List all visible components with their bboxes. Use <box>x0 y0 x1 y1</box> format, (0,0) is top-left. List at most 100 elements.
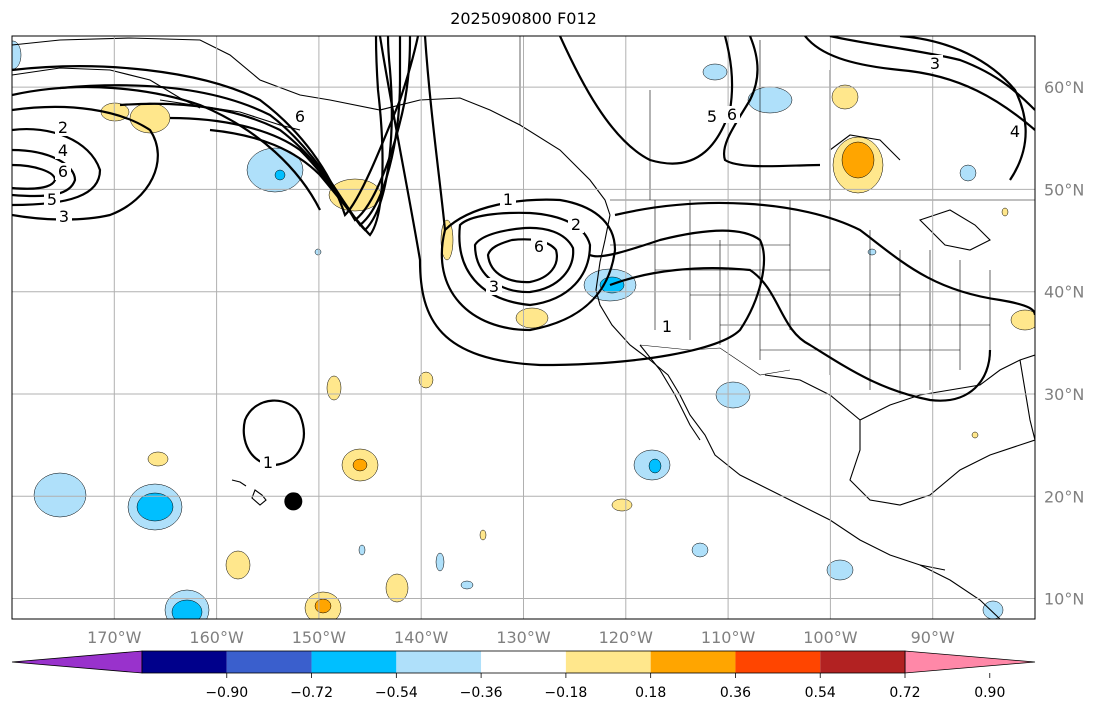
gridlines <box>12 36 1035 619</box>
colorbar-segment <box>142 651 227 673</box>
colorbar-segment <box>820 651 905 673</box>
location-marker <box>284 492 303 511</box>
colorbar-segment <box>735 651 821 673</box>
contour-label-bg <box>659 318 675 335</box>
contour-label: 4 <box>1010 122 1020 141</box>
anomaly-patch <box>826 559 854 581</box>
contour-15 <box>486 238 558 284</box>
lat-tick-label: 20°N <box>1044 487 1084 506</box>
lon-tick-label: 110°W <box>701 628 756 647</box>
contour-label: 6 <box>295 107 305 126</box>
lon-tick-label: 130°W <box>496 628 551 647</box>
colorbar-tick-label: −0.36 <box>460 685 503 701</box>
anomaly-patch <box>136 492 174 522</box>
us-mexico-border <box>639 344 791 376</box>
contour-23 <box>242 399 305 467</box>
contour-label: 3 <box>59 207 69 226</box>
contours <box>12 36 1035 467</box>
contour-label-bg <box>55 142 71 159</box>
colorbar-segment <box>311 651 397 673</box>
hudson-bay <box>829 134 901 161</box>
contour-label-bg <box>486 278 502 295</box>
contour-label: 5 <box>47 190 57 209</box>
colorbar-max-extend <box>904 650 1036 674</box>
contour-label: 3 <box>489 277 499 296</box>
contour-label: 1 <box>662 317 672 336</box>
colorbar-segment <box>481 651 566 673</box>
lat-tick-label: 50°N <box>1044 180 1084 199</box>
colorbar-tick-label: −0.90 <box>205 685 248 701</box>
contour-label: 4 <box>58 141 68 160</box>
lat-tick-label: 10°N <box>1044 590 1084 609</box>
colorbar-segment <box>650 651 736 673</box>
contour-label: 6 <box>58 162 68 181</box>
contour-label-bg <box>568 216 584 233</box>
anomaly-patch <box>246 147 304 193</box>
contour-18 <box>804 36 1035 131</box>
anomaly-patch <box>691 542 709 558</box>
map-title: 2025090800 F012 <box>450 9 597 28</box>
lon-tick-label: 150°W <box>292 628 347 647</box>
colorbar-tick-label: 0.18 <box>635 685 666 701</box>
anomaly-patch <box>326 375 342 401</box>
gulf-north-coast <box>859 354 1035 421</box>
colorbar-tick-label: 0.36 <box>720 685 751 701</box>
contour-17 <box>722 36 821 168</box>
colorbar: −0.90 −0.72 −0.54 −0.36 −0.18 0.18 0.36 0.54 0.7… <box>11 650 1036 701</box>
anomaly-patch <box>867 248 877 256</box>
central-america <box>919 564 1001 619</box>
contour-20 <box>899 36 1027 181</box>
anomaly-patch <box>385 573 409 603</box>
anomaly-patch <box>1010 309 1035 331</box>
colorbar-segment <box>565 651 651 673</box>
contour-label-bg <box>56 208 72 225</box>
anomaly-patch <box>479 529 487 541</box>
contour-label: 1 <box>503 190 513 209</box>
anomaly-patch <box>831 84 859 110</box>
contour-label-bg <box>704 108 720 125</box>
colorbar-outline <box>141 650 906 674</box>
anomaly-patch <box>611 498 633 512</box>
contour-label: 2 <box>58 118 68 137</box>
contour-label-bg <box>292 108 308 125</box>
contour-label-bg <box>55 163 71 180</box>
lon-tick-label: 100°W <box>803 628 858 647</box>
anomaly-patch <box>358 544 366 556</box>
anomaly-patch <box>971 431 979 439</box>
lon-tick-label: 120°W <box>599 628 654 647</box>
anomaly-patch <box>460 580 474 590</box>
lon-tick-label: 140°W <box>394 628 449 647</box>
anomaly-patch <box>702 63 728 81</box>
anomaly-patch <box>129 102 171 134</box>
map-frame <box>11 35 1036 620</box>
lat-tick-label: 30°N <box>1044 385 1084 404</box>
lon-tick-label: 160°W <box>189 628 244 647</box>
colorbar-segment <box>396 651 482 673</box>
lon-tick-label: 170°W <box>87 628 142 647</box>
colorbar-tick-label: 0.72 <box>889 685 920 701</box>
contour-label-bg <box>44 191 60 208</box>
latitude-ticks: 60°N 50°N 40°N 30°N 20°N 10°N <box>1044 78 1084 608</box>
contour-label-bg <box>927 55 943 72</box>
contour-label: 6 <box>727 105 737 124</box>
baja-peninsula <box>639 344 701 441</box>
anomaly-patch <box>648 458 662 474</box>
colorbar-tick-label: 0.90 <box>974 685 1005 701</box>
anomaly-patch <box>959 164 977 182</box>
hawaii-islands <box>231 479 247 487</box>
contour-label-bg <box>531 238 547 255</box>
anomaly-patch <box>418 371 434 389</box>
florida <box>1019 359 1035 441</box>
anomaly-patch <box>147 451 169 467</box>
contour-label-bg <box>1007 123 1023 140</box>
contour-11 <box>378 36 765 367</box>
longitude-ticks: 170°W 160°W 150°W 140°W 130°W 120°W 110°W 100°W… <box>87 628 955 647</box>
anomaly-patch <box>515 307 549 329</box>
lat-tick-label: 60°N <box>1044 78 1084 97</box>
contour-label-bg <box>500 191 516 208</box>
anomaly-patch <box>435 552 445 572</box>
contour-label: 2 <box>571 215 581 234</box>
contour-label-bg <box>55 119 71 136</box>
